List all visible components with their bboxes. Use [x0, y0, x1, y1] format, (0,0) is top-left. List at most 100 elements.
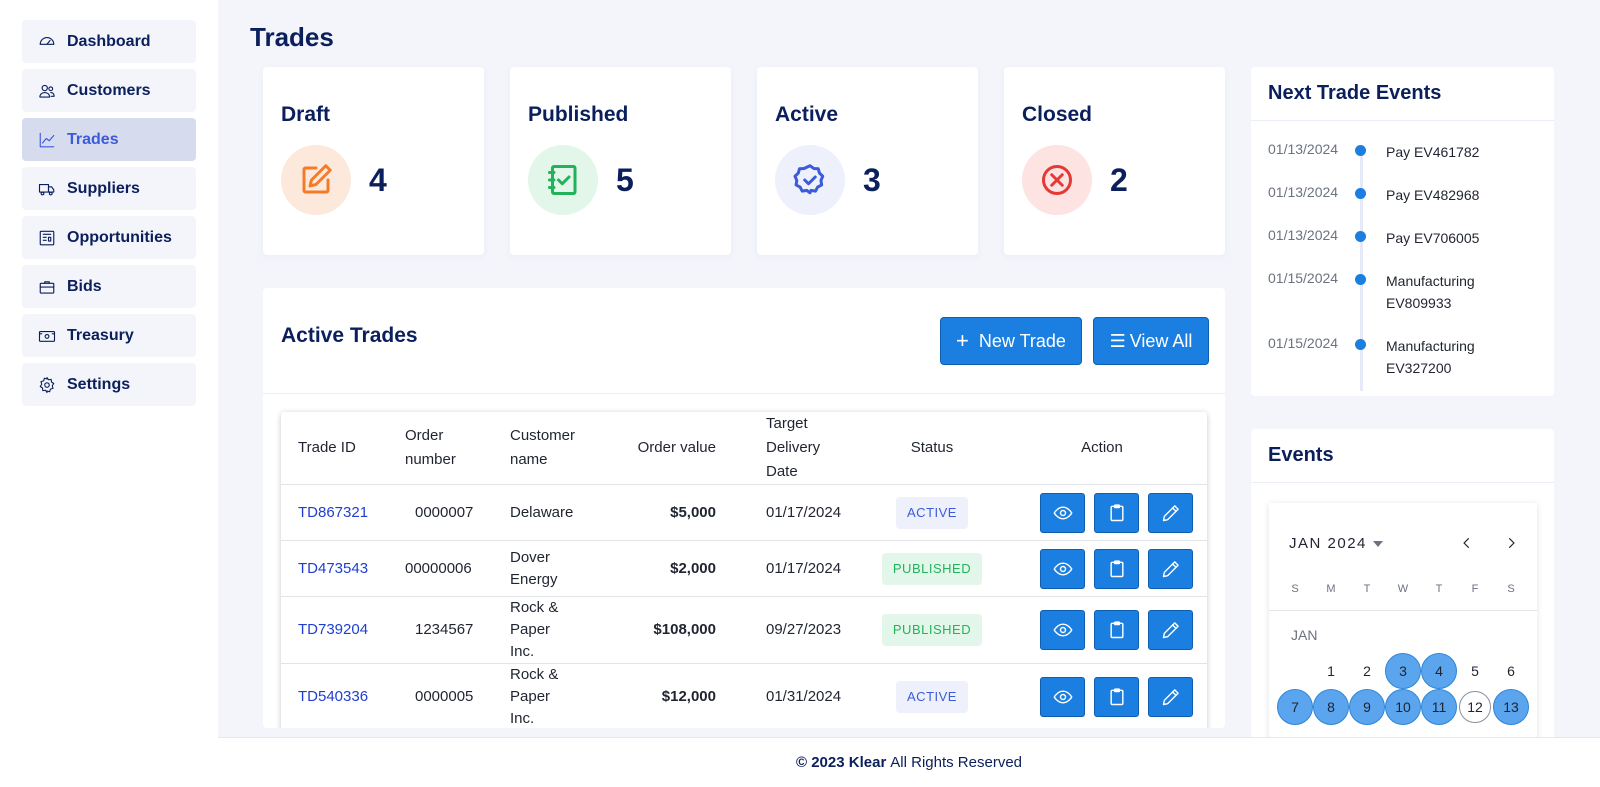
calendar-day[interactable]: 8 — [1313, 689, 1349, 725]
view-button[interactable] — [1040, 492, 1085, 533]
stat-card-published[interactable]: Published 5 — [510, 67, 731, 255]
stat-card-draft[interactable]: Draft 4 — [263, 67, 484, 255]
sidebar-item-settings[interactable]: Settings — [22, 363, 196, 406]
footer: © 2023 Klear All Rights Reserved — [218, 737, 1600, 787]
col-order-value[interactable]: Order value — [603, 412, 749, 485]
stat-value: 2 — [1110, 161, 1128, 198]
timeline-item[interactable]: 01/15/2024 Manufacturing EV327200 — [1251, 335, 1554, 385]
calendar-day[interactable]: 6 — [1507, 663, 1515, 679]
calendar-day[interactable]: 9 — [1349, 689, 1385, 725]
calendar-empty-cell — [1277, 653, 1313, 689]
trade-id-link[interactable]: TD867321 — [298, 503, 369, 521]
next-month-button[interactable] — [1499, 531, 1523, 555]
order-number: 0000005 — [388, 663, 493, 728]
event-text: Manufacturing EV809933 — [1386, 273, 1475, 311]
eye-icon — [1053, 505, 1072, 520]
sidebar-item-label: Opportunities — [67, 228, 172, 246]
sidebar-item-label: Bids — [67, 277, 102, 295]
sidebar-item-suppliers[interactable]: Suppliers — [22, 167, 196, 210]
clipboard-button[interactable] — [1094, 492, 1139, 533]
sidebar-item-customers[interactable]: Customers — [22, 69, 196, 112]
new-trade-button[interactable]: + New Trade — [940, 317, 1082, 365]
edit-icon — [281, 145, 351, 215]
edit-button[interactable] — [1148, 548, 1193, 589]
weekday-label: S — [1507, 583, 1515, 595]
col-trade-id[interactable]: Trade ID — [281, 412, 388, 485]
calendar-day[interactable]: 7 — [1277, 689, 1313, 725]
clipboard-icon — [1109, 688, 1124, 706]
edit-button[interactable] — [1148, 492, 1193, 533]
table-row: TD473543 00000006 Dover Energy $2,000 01… — [281, 540, 1207, 597]
newspaper-icon — [37, 228, 57, 248]
status-badge: ACTIVE — [896, 681, 968, 713]
calendar-day[interactable]: 2 — [1363, 663, 1371, 679]
trades-table-card: Trade ID Order number Customer name Orde… — [281, 412, 1207, 728]
stat-title: Published — [528, 103, 629, 126]
customer-name: Rock & Paper Inc. — [493, 663, 603, 728]
calendar-day[interactable]: 11 — [1421, 689, 1457, 725]
stat-card-active[interactable]: Active 3 — [757, 67, 978, 255]
clipboard-button[interactable] — [1094, 548, 1139, 589]
weekday-label: T — [1363, 583, 1371, 595]
active-trades-title: Active Trades — [281, 324, 418, 347]
calendar-day[interactable]: 12 — [1459, 691, 1491, 723]
edit-button[interactable] — [1148, 677, 1193, 717]
calendar-days-grid: 1 2 3 4 5 6 7 8 9 10 11 12 13 — [1269, 653, 1537, 725]
stat-card-closed[interactable]: Closed 2 — [1004, 67, 1225, 255]
month-year-selector[interactable]: JAN 2024 — [1289, 535, 1383, 552]
stat-value: 5 — [616, 161, 634, 198]
timeline-dot — [1355, 188, 1366, 199]
checklist-icon — [528, 145, 598, 215]
view-button[interactable] — [1040, 548, 1085, 589]
sidebar-item-treasury[interactable]: Treasury — [22, 314, 196, 357]
trade-id-link[interactable]: TD739204 — [298, 621, 369, 638]
calendar-day[interactable]: 1 — [1327, 663, 1335, 679]
calendar-day[interactable]: 5 — [1471, 663, 1479, 679]
timeline-item[interactable]: 01/13/2024 Pay EV482968 — [1251, 184, 1554, 227]
trades-table: Trade ID Order number Customer name Orde… — [281, 412, 1207, 728]
timeline-item[interactable]: 01/13/2024 Pay EV706005 — [1251, 227, 1554, 270]
page-title: Trades — [250, 22, 334, 52]
status-badge: ACTIVE — [896, 496, 968, 529]
trade-id-link[interactable]: TD540336 — [298, 688, 369, 705]
prev-month-button[interactable] — [1455, 531, 1479, 555]
col-order-number[interactable]: Order number — [388, 412, 493, 485]
chart-line-icon — [37, 130, 57, 150]
month-year-label: JAN 2024 — [1289, 535, 1367, 552]
calendar-day[interactable]: 3 — [1385, 653, 1421, 689]
col-target-delivery[interactable]: Target Delivery Date — [749, 412, 867, 485]
sidebar-item-trades[interactable]: Trades — [22, 118, 196, 161]
sidebar-item-opportunities[interactable]: Opportunities — [22, 216, 196, 259]
view-button[interactable] — [1040, 677, 1085, 717]
timeline-dot — [1355, 339, 1366, 350]
timeline-item[interactable]: 01/15/2024 Manufacturing EV809933 — [1251, 270, 1554, 335]
stat-value: 3 — [863, 161, 881, 198]
caret-down-icon — [1372, 541, 1383, 548]
clipboard-button[interactable] — [1094, 610, 1139, 650]
truck-icon — [37, 179, 57, 199]
table-row: TD540336 0000005 Rock & Paper Inc. $12,0… — [281, 663, 1207, 728]
calendar-day[interactable]: 4 — [1421, 653, 1457, 689]
weekday-label: S — [1291, 583, 1299, 595]
col-status[interactable]: Status — [867, 412, 997, 485]
calendar-day[interactable]: 10 — [1385, 689, 1421, 725]
calendar-day[interactable]: 13 — [1493, 689, 1529, 725]
trade-id-link[interactable]: TD473543 — [298, 559, 369, 577]
sidebar-item-label: Dashboard — [67, 32, 151, 50]
view-all-button[interactable]: ☰ View All — [1093, 317, 1209, 365]
event-date: 01/15/2024 — [1268, 270, 1339, 286]
col-customer-name[interactable]: Customer name — [493, 412, 603, 485]
view-button[interactable] — [1040, 610, 1085, 650]
delivery-date: 01/17/2024 — [749, 484, 867, 541]
edit-button[interactable] — [1148, 610, 1193, 650]
sidebar-item-bids[interactable]: Bids — [22, 265, 196, 308]
sidebar-item-dashboard[interactable]: Dashboard — [22, 20, 196, 63]
list-icon: ☰ — [1109, 331, 1126, 351]
clipboard-button[interactable] — [1094, 677, 1139, 717]
stat-title: Active — [775, 103, 839, 126]
table-row: TD739204 1234567 Rock & Paper Inc. $108,… — [281, 596, 1207, 664]
timeline-item[interactable]: 01/13/2024 Pay EV461782 — [1251, 141, 1554, 184]
